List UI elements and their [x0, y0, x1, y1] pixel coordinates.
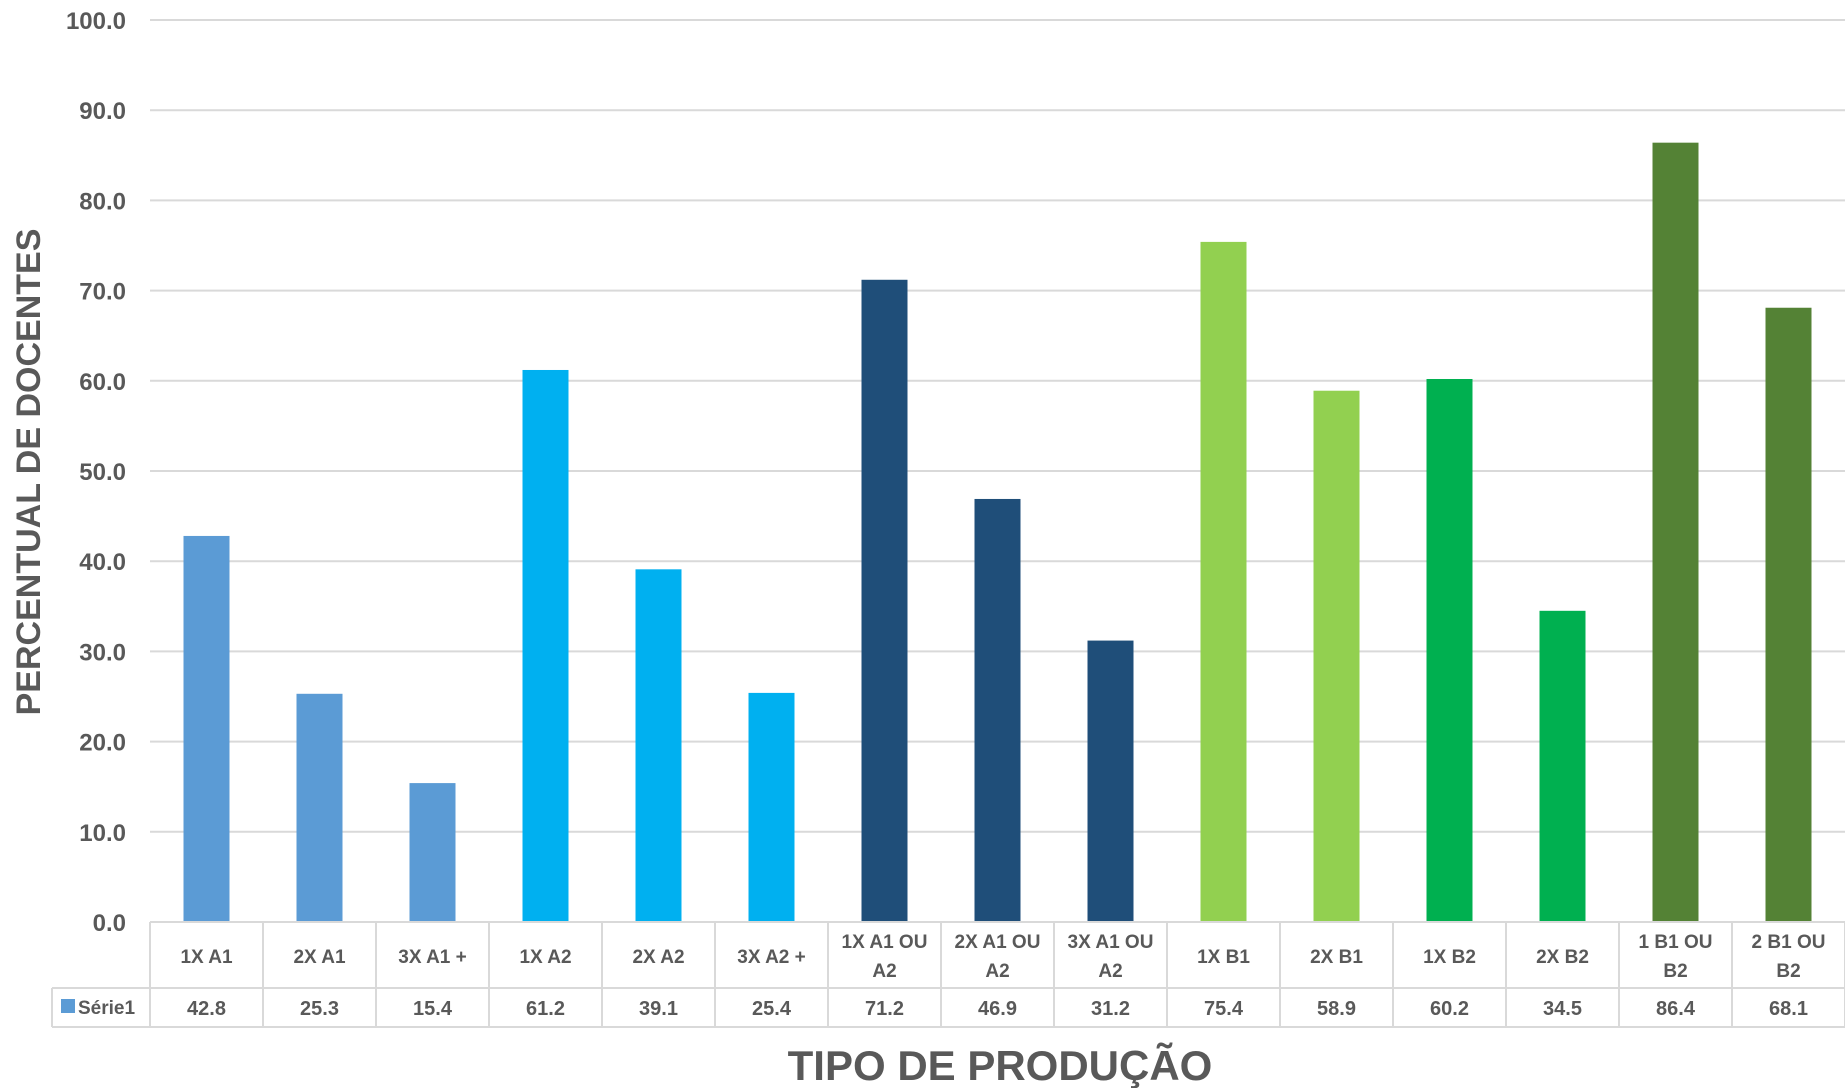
legend-swatch: [61, 999, 75, 1013]
data-label: 68.1: [1769, 998, 1808, 1020]
data-label: 75.4: [1204, 998, 1244, 1020]
category-label: B2: [1776, 961, 1800, 982]
data-label: 60.2: [1430, 998, 1469, 1020]
data-label: 34.5: [1543, 998, 1582, 1020]
y-axis-ticks: 0.0 10.0 20.0 30.0 40.0 50.0 60.0 70.0 80.0 90.0 1…: [66, 8, 126, 937]
y-tick-label: 0.0: [93, 910, 126, 937]
category-label: 3X A1 +: [398, 947, 466, 968]
bar: [748, 692, 795, 922]
gridlines: [150, 19, 1845, 833]
category-label: 1X B2: [1423, 947, 1476, 968]
data-label: 46.9: [978, 998, 1017, 1020]
category-label: 2X A1 OU: [955, 932, 1041, 953]
category-label: 2 B1 OU: [1752, 932, 1826, 953]
bar: [1765, 307, 1812, 922]
y-tick-label: 60.0: [79, 369, 126, 396]
legend-label: Série1: [78, 998, 135, 1019]
category-label: 3X A1 OU: [1068, 932, 1154, 953]
data-label: 58.9: [1317, 998, 1356, 1020]
category-label: 2X A2: [632, 947, 684, 968]
category-label: 2X B1: [1310, 947, 1363, 968]
bar: [522, 369, 569, 922]
category-label: 2X B2: [1536, 947, 1589, 968]
y-tick-label: 30.0: [79, 639, 126, 666]
category-label: 1 B1 OU: [1639, 932, 1713, 953]
bar: [1087, 640, 1134, 922]
y-tick-label: 20.0: [79, 730, 126, 757]
y-tick-label: 90.0: [79, 98, 126, 125]
category-label: A2: [1098, 961, 1122, 982]
category-label: 1X B1: [1197, 947, 1250, 968]
bar: [409, 783, 456, 922]
category-label: 1X A1 OU: [842, 932, 928, 953]
data-label: 42.8: [187, 998, 226, 1020]
bar: [1539, 610, 1586, 922]
bar: [1313, 390, 1360, 922]
y-tick-label: 50.0: [79, 459, 126, 486]
x-axis-title: TIPO DE PRODUÇÃO: [788, 1042, 1213, 1088]
y-tick-label: 80.0: [79, 188, 126, 215]
data-label: 86.4: [1656, 998, 1696, 1020]
bar: [974, 498, 1021, 922]
category-label: 2X A1: [293, 947, 346, 968]
category-label: A2: [985, 961, 1009, 982]
category-label: 1X A1: [180, 947, 233, 968]
bar: [635, 569, 682, 922]
y-axis-title: PERCENTUAL DE DOCENTES: [10, 229, 48, 716]
data-table: 1X A1 2X A1 3X A1 + 1X A2 2X A2 3X A2 + 1X A1 …: [51, 921, 1845, 1028]
bar: [1426, 378, 1473, 923]
bar: [1652, 142, 1699, 922]
data-label: 25.3: [300, 998, 339, 1020]
bar: [1200, 241, 1247, 923]
bar: [861, 279, 908, 922]
bars: [183, 142, 1812, 923]
category-label: A2: [872, 961, 896, 982]
data-label: 61.2: [526, 998, 565, 1020]
data-label: 25.4: [752, 998, 792, 1020]
y-tick-label: 40.0: [79, 549, 126, 576]
category-label: B2: [1663, 961, 1687, 982]
data-label: 31.2: [1091, 998, 1130, 1020]
bar: [183, 535, 230, 922]
y-tick-label: 100.0: [66, 8, 126, 35]
data-label: 71.2: [865, 998, 904, 1020]
category-label: 1X A2: [519, 947, 571, 968]
y-tick-label: 10.0: [79, 820, 126, 847]
bar: [296, 693, 343, 922]
y-tick-label: 70.0: [79, 279, 126, 306]
data-label: 39.1: [639, 998, 678, 1020]
category-label: 3X A2 +: [737, 947, 805, 968]
data-label: 15.4: [413, 998, 453, 1020]
